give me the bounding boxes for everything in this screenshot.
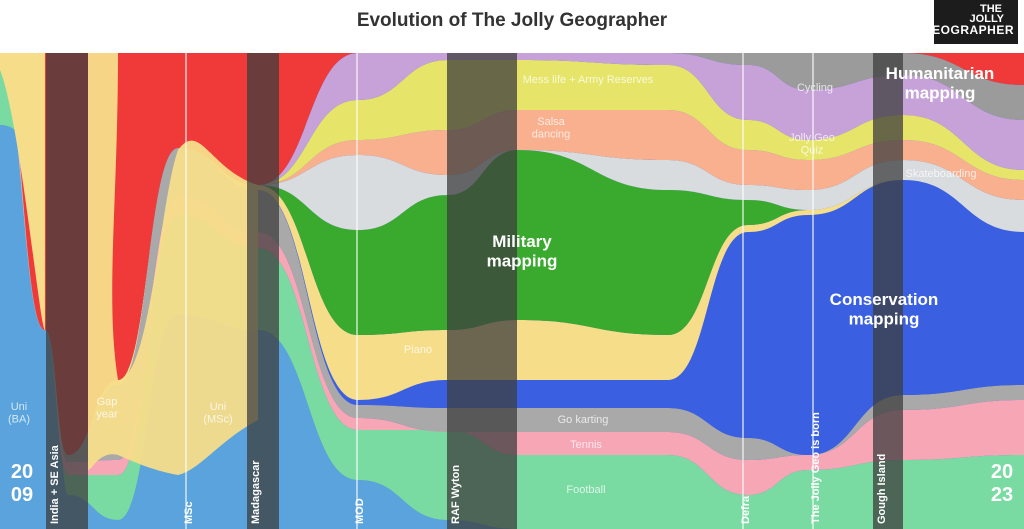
chart-title: Evolution of The Jolly Geographer — [356, 10, 668, 31]
event-bar-gough-island — [873, 53, 903, 529]
event-bar-raf-wyton — [447, 53, 517, 529]
uni-msc-label: Uni (MSc) — [203, 401, 232, 426]
event-bar-india-se-asia — [46, 53, 88, 529]
event-label: Gough Island — [876, 454, 888, 524]
early-piano-stream — [0, 53, 45, 330]
event-bar-mod — [356, 53, 358, 529]
year-end-label: 20 23 — [991, 461, 1013, 506]
event-bar-defra — [742, 53, 744, 529]
event-label: The Jolly Geo is born — [810, 412, 822, 524]
event-label: RAF Wyton — [450, 465, 462, 524]
year-start-label: 20 09 — [11, 461, 33, 506]
piano-label: Piano — [404, 344, 432, 356]
humanitarian-mapping-label: Humanitarian mapping — [886, 64, 995, 103]
event-bar-the-jolly-geo-is-born — [812, 53, 814, 529]
quiz-label: Jolly Geo Quiz — [789, 132, 835, 157]
quiz-stream — [0, 53, 1024, 455]
salsa-stream — [0, 53, 1024, 455]
mess-life-label: Mess life + Army Reserves — [523, 74, 654, 86]
salsa-label: Salsa dancing — [532, 116, 571, 141]
go-karting-label: Go karting — [558, 414, 609, 426]
gap-year-stream — [88, 53, 258, 475]
gap-year-label: Gap year — [96, 396, 118, 421]
military-mapping-label: Military mapping — [487, 232, 558, 271]
conservation-stream — [0, 53, 1024, 455]
event-label: MSc — [183, 501, 195, 524]
series-labels: Uni (BA) Gap year Uni (MSc) Piano Military mappi… — [8, 64, 1013, 506]
jolly-geographer-logo: THE JOLLY GEOGRAPHER — [922, 0, 1018, 44]
event-bar-msc — [185, 53, 187, 529]
skateboarding-label: Skateboarding — [906, 168, 977, 180]
football-label: Football — [566, 484, 605, 496]
uni-ba-label: Uni (BA) — [8, 401, 30, 426]
event-label: MOD — [354, 498, 366, 524]
tennis-label: Tennis — [570, 439, 602, 451]
conservation-mapping-label: Conservation mapping — [830, 290, 939, 329]
event-label: Madagascar — [250, 460, 262, 524]
logo-line-2: JOLLY — [969, 13, 1004, 25]
cycling-label: Cycling — [797, 82, 833, 94]
event-label: Defra — [740, 495, 752, 524]
logo-line-3: GEOGRAPHER — [922, 23, 1014, 37]
logo-line-1: THE — [980, 3, 1002, 15]
event-bar-madagascar — [247, 53, 279, 529]
event-bars: India + SE Asia MSc Madagascar MOD RAF Wyton… — [46, 53, 903, 529]
event-label: India + SE Asia — [49, 444, 61, 524]
tennis-stream — [0, 55, 1024, 495]
